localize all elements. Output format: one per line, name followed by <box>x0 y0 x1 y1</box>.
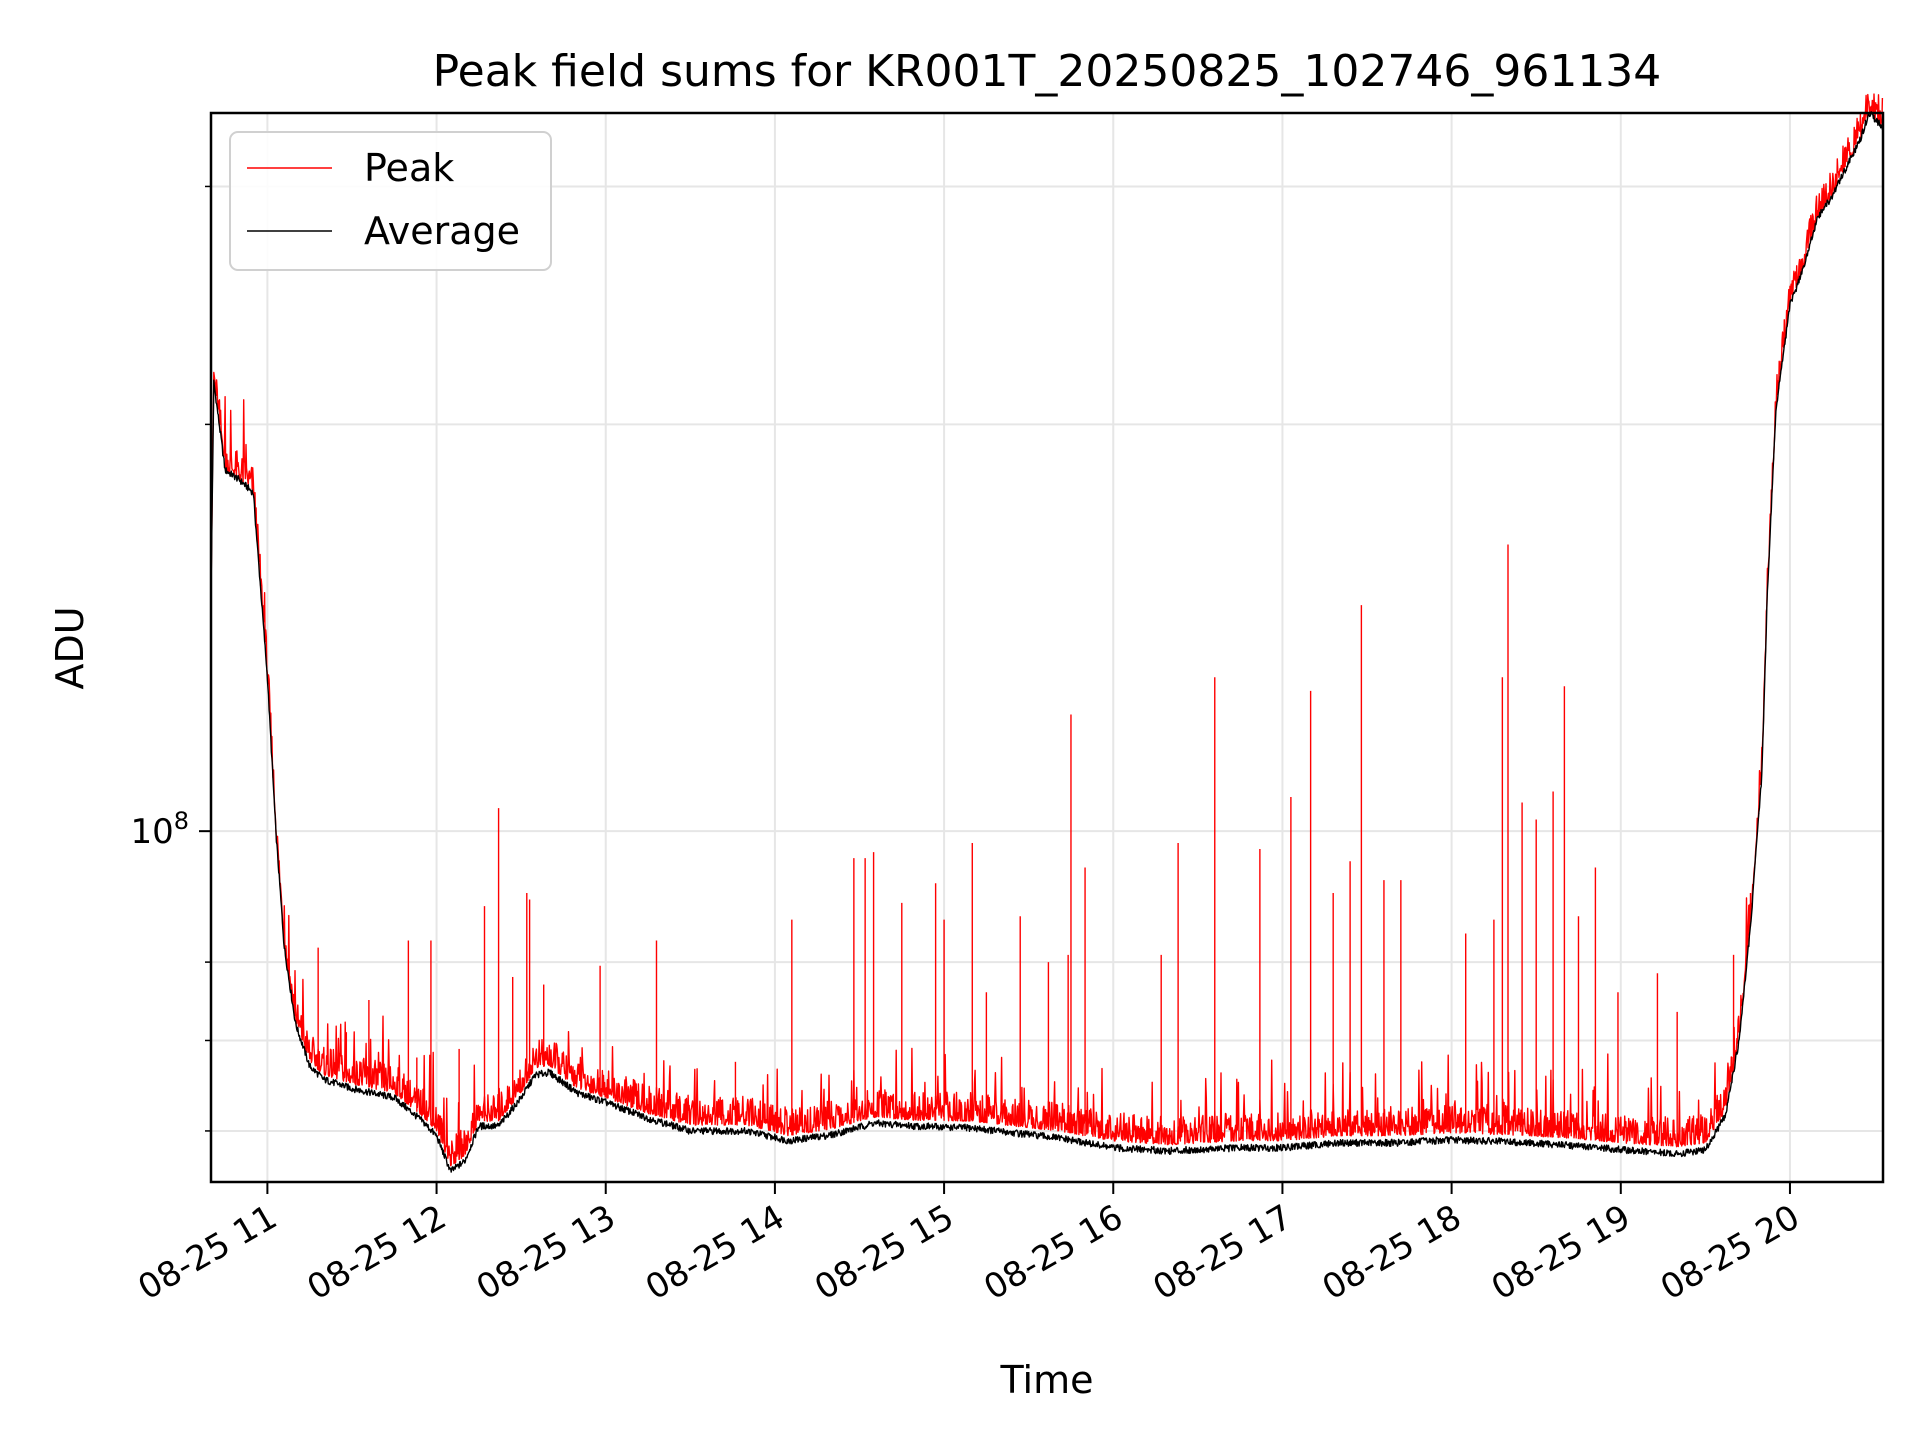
chart-title: Peak field sums for KR001T_20250825_1027… <box>433 46 1662 97</box>
plot-frame <box>209 111 1885 1184</box>
legend-label-average: Average <box>364 209 520 253</box>
y-axis: 108 <box>130 185 211 1132</box>
legend-label-peak: Peak <box>364 146 454 190</box>
peak-series <box>210 93 1884 1167</box>
legend-box <box>229 131 552 271</box>
x-axis-label: Time <box>1000 1358 1094 1402</box>
peak-line <box>210 93 1884 1167</box>
average-line <box>210 111 1884 1173</box>
y-axis-label: ADU <box>48 606 92 689</box>
y-tick-label: 108 <box>130 807 189 852</box>
legend: Peak Average <box>229 131 552 271</box>
average-series <box>210 111 1884 1173</box>
